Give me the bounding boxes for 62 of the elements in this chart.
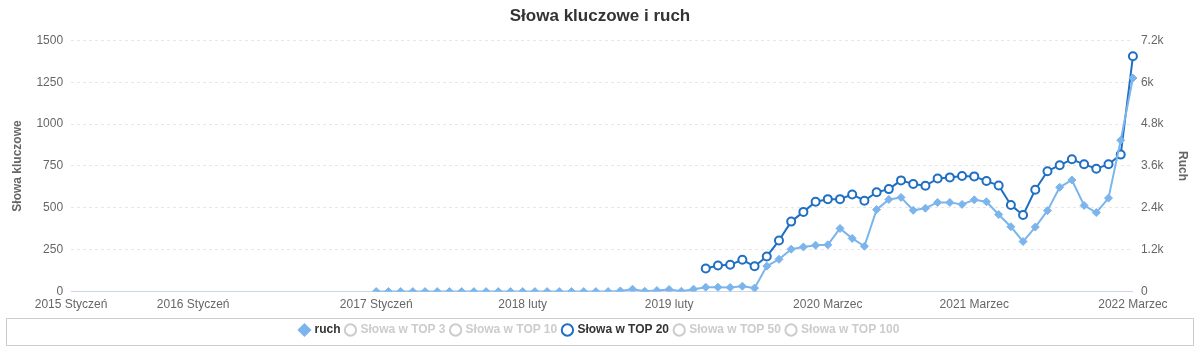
- y2-tick-label: 1.2k: [1140, 242, 1165, 257]
- point: [810, 196, 821, 207]
- x-tick-label: 2016 Styczeń: [156, 297, 230, 312]
- x-tick-label: 2017 Styczeń: [339, 297, 413, 312]
- point: [712, 260, 723, 271]
- x-tick-label: 2021 Marzec: [939, 297, 1009, 312]
- point: [993, 180, 1004, 191]
- point: [1005, 200, 1016, 211]
- point: [700, 263, 711, 274]
- point: [822, 194, 833, 205]
- y-tick-label: 1500: [36, 32, 64, 47]
- x-tick-label: 2020 Marzec: [793, 297, 863, 312]
- y-tick-label: 1000: [36, 116, 64, 131]
- point: [1066, 154, 1077, 165]
- point: [896, 175, 907, 186]
- point: [1103, 159, 1114, 170]
- y-tick-label: 750: [43, 158, 64, 173]
- y-axis-title: Słowa kluczowe: [9, 119, 24, 212]
- y2-tick-label: 4.8k: [1140, 116, 1165, 131]
- y-tick-label: 1250: [36, 74, 64, 89]
- y-tick-label: 250: [43, 242, 64, 257]
- point: [920, 180, 931, 191]
- point: [871, 187, 882, 198]
- point: [725, 259, 736, 270]
- point: [1054, 160, 1065, 171]
- point: [1091, 163, 1102, 174]
- chart-title: Słowa kluczowe i ruch: [509, 5, 691, 25]
- y2-tick-label: 7.2k: [1140, 32, 1165, 47]
- point: [1042, 166, 1053, 177]
- point: [944, 172, 955, 183]
- x-tick-label: 2015 Styczeń: [34, 297, 108, 312]
- point: [737, 254, 748, 265]
- point: [1018, 210, 1029, 221]
- x-tick-label: 2022 Marzec: [1098, 297, 1168, 312]
- point: [1079, 159, 1090, 170]
- point: [981, 176, 992, 187]
- point: [749, 261, 760, 272]
- y-tick-label: 500: [43, 200, 64, 215]
- y2-tick-label: 0: [1140, 283, 1148, 298]
- point: [908, 178, 919, 189]
- point: [1127, 51, 1138, 62]
- x-tick-label: 2018 luty: [498, 297, 548, 312]
- legend-label: ruch: [314, 322, 341, 337]
- legend-label: Słowa w TOP 20: [577, 322, 670, 337]
- y-tick-label: 0: [56, 283, 64, 298]
- point: [859, 195, 870, 206]
- point: [798, 206, 809, 217]
- y2-tick-label: 6k: [1140, 74, 1155, 89]
- y2-tick-label: 2.4k: [1140, 200, 1165, 215]
- point: [883, 184, 894, 195]
- point: [932, 173, 943, 184]
- point: [957, 171, 968, 182]
- y2-tick-label: 3.6k: [1140, 158, 1165, 173]
- point: [835, 194, 845, 205]
- point: [1030, 184, 1041, 195]
- y2-axis-title: Ruch: [1176, 151, 1191, 181]
- point: [969, 171, 980, 182]
- point: [773, 235, 784, 246]
- x-tick-label: 2019 luty: [644, 297, 694, 312]
- point: [761, 251, 772, 262]
- point: [847, 189, 858, 200]
- point: [786, 216, 797, 227]
